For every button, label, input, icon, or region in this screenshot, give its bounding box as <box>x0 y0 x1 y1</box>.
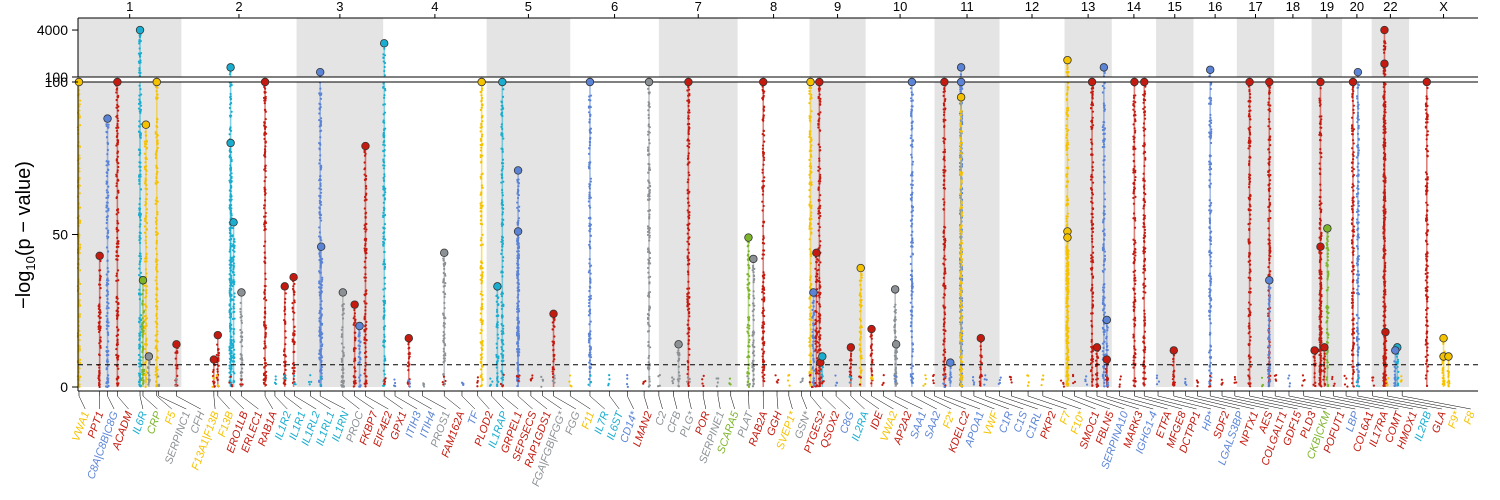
signal-column-line <box>240 292 243 387</box>
signal-column-line <box>148 356 150 387</box>
signal-column-line <box>762 82 765 387</box>
signal-column-line <box>319 72 321 388</box>
signal-column-line <box>229 143 232 387</box>
signal-column <box>228 143 233 387</box>
signal-column-line <box>342 292 344 387</box>
signal-column-line <box>232 222 235 387</box>
chromosome-band-7 <box>658 18 738 387</box>
signal-column-line <box>145 124 147 387</box>
signal-column-line <box>809 82 812 387</box>
signal-column-line <box>911 82 913 387</box>
signal-column <box>211 359 216 388</box>
signal-column-line <box>292 277 295 387</box>
signal-column <box>239 292 244 388</box>
chromosome-band-3 <box>296 18 384 387</box>
signal-column-line <box>648 82 650 387</box>
signal-column-line <box>283 286 286 387</box>
signal-column <box>587 82 593 387</box>
signal-column-line <box>818 82 821 387</box>
signal-column <box>761 82 766 387</box>
signal-column-line <box>106 118 109 387</box>
signal-column-line <box>264 82 266 387</box>
signal-column-line <box>443 252 446 387</box>
signal-column-line <box>142 280 144 387</box>
chromosome-band-1 <box>78 18 182 387</box>
signal-column-line <box>752 258 755 387</box>
signal-column-line <box>589 82 591 387</box>
signal-column-line <box>815 252 818 387</box>
signal-column <box>262 81 268 387</box>
signal-column <box>751 258 756 388</box>
signal-column <box>154 82 159 387</box>
signal-column <box>442 252 447 387</box>
signal-column <box>105 118 110 389</box>
signal-column-line <box>687 82 690 387</box>
chromosome-band-5 <box>486 18 571 387</box>
signal-column-line <box>217 335 219 387</box>
signal-column <box>282 285 287 387</box>
signal-column <box>291 276 296 387</box>
signal-column-line <box>213 359 215 387</box>
signal-column-line <box>139 30 141 388</box>
signal-column-line <box>943 82 946 387</box>
signal-column <box>231 222 236 387</box>
signal-column-line <box>501 82 504 387</box>
signal-column-line <box>812 292 815 387</box>
signal-column-line <box>960 97 962 387</box>
signal-column <box>97 255 102 389</box>
signal-column-line <box>358 326 361 387</box>
signal-column-line <box>116 82 119 387</box>
signal-column <box>115 82 120 387</box>
signal-column <box>909 81 915 387</box>
signal-column-line <box>78 82 80 387</box>
signal-column-line <box>320 246 322 387</box>
signal-column-line <box>677 344 680 387</box>
signal-column-line <box>980 338 982 387</box>
signal-column-line <box>155 82 158 387</box>
signal-column <box>479 81 484 388</box>
signal-column-line <box>850 347 852 387</box>
chromosome-band-22 <box>1371 18 1410 387</box>
signal-column-line <box>353 304 356 387</box>
signal-column-line <box>480 82 483 387</box>
signal-columns <box>76 29 1451 389</box>
signal-column-line <box>383 43 385 388</box>
signal-column <box>146 356 151 387</box>
signal-column-line <box>175 344 178 387</box>
signal-column-line <box>859 268 862 387</box>
signal-column <box>646 82 652 388</box>
signal-column-line <box>364 146 367 387</box>
signal-column-line <box>98 255 101 387</box>
signal-column <box>319 246 324 388</box>
chromosome-band-15 <box>1156 18 1194 387</box>
signal-column-line <box>496 286 499 387</box>
signal-column-line <box>517 231 519 387</box>
